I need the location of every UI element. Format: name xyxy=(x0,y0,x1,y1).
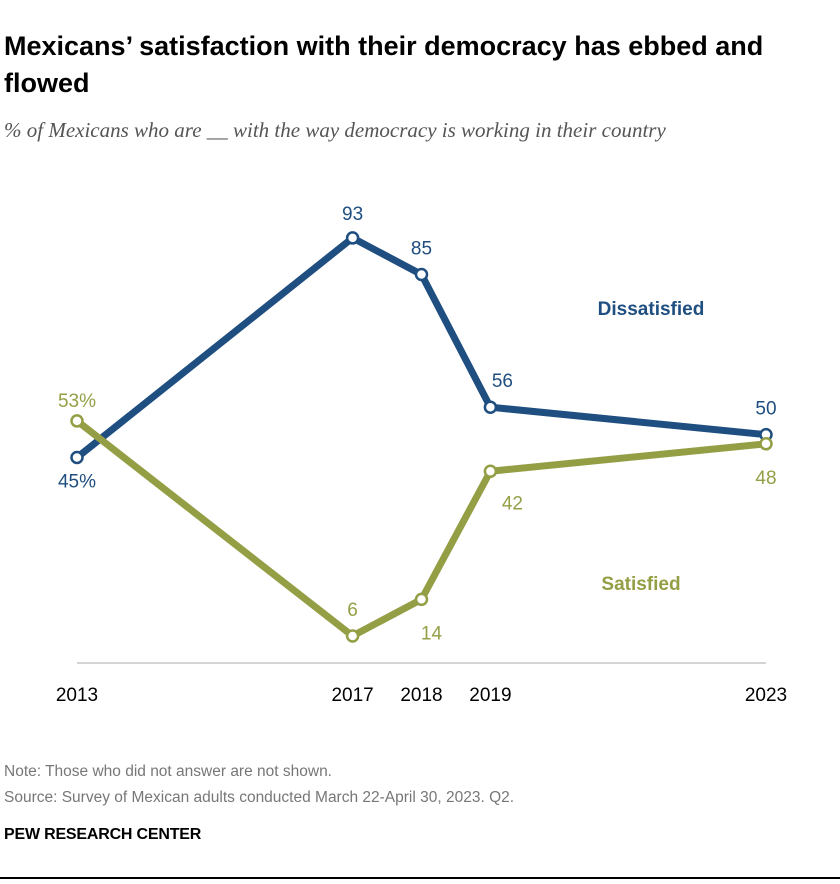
data-label: 45% xyxy=(58,472,96,493)
data-label: 42 xyxy=(502,493,523,514)
series-label-dissatisfied: Dissatisfied xyxy=(598,299,705,320)
data-label: 85 xyxy=(411,239,432,260)
data-label: 14 xyxy=(421,623,443,644)
data-label: 6 xyxy=(347,600,358,621)
x-tick-label: 2023 xyxy=(745,685,787,706)
series-label-satisfied: Satisfied xyxy=(601,574,680,595)
data-label: 93 xyxy=(342,204,363,225)
x-tick-label: 2013 xyxy=(56,685,98,706)
data-label: 48 xyxy=(755,468,776,489)
data-point-dissatisfied xyxy=(414,267,429,282)
note: Note: Those who did not answer are not s… xyxy=(4,763,332,780)
data-point-dissatisfied xyxy=(345,231,360,245)
data-point-satisfied xyxy=(414,592,429,607)
source: Source: Survey of Mexican adults conduct… xyxy=(4,789,515,806)
x-tick-label: 2019 xyxy=(469,685,511,706)
data-point-satisfied xyxy=(70,414,84,428)
data-point-satisfied xyxy=(345,629,360,643)
bottom-rule xyxy=(0,877,840,879)
brand-logo: PEW RESEARCH CENTER xyxy=(4,826,202,843)
line-chart: 2013 2017 2018 2019 2023 45% 93 85 56 50 Dissatisf… xyxy=(56,204,787,706)
x-tick-label: 2018 xyxy=(400,685,442,706)
data-point-dissatisfied xyxy=(483,400,498,414)
data-point-satisfied xyxy=(759,437,773,451)
data-point-dissatisfied xyxy=(70,450,84,465)
data-point-satisfied xyxy=(483,464,498,478)
data-label: 50 xyxy=(755,399,776,420)
chart-subtitle: % of Mexicans who are __ with the way de… xyxy=(4,118,666,142)
chart-title: Mexicans’ satisfaction with their democr… xyxy=(4,31,764,98)
x-tick-label: 2017 xyxy=(331,685,373,706)
data-label: 53% xyxy=(58,391,96,412)
data-label: 56 xyxy=(492,371,513,392)
